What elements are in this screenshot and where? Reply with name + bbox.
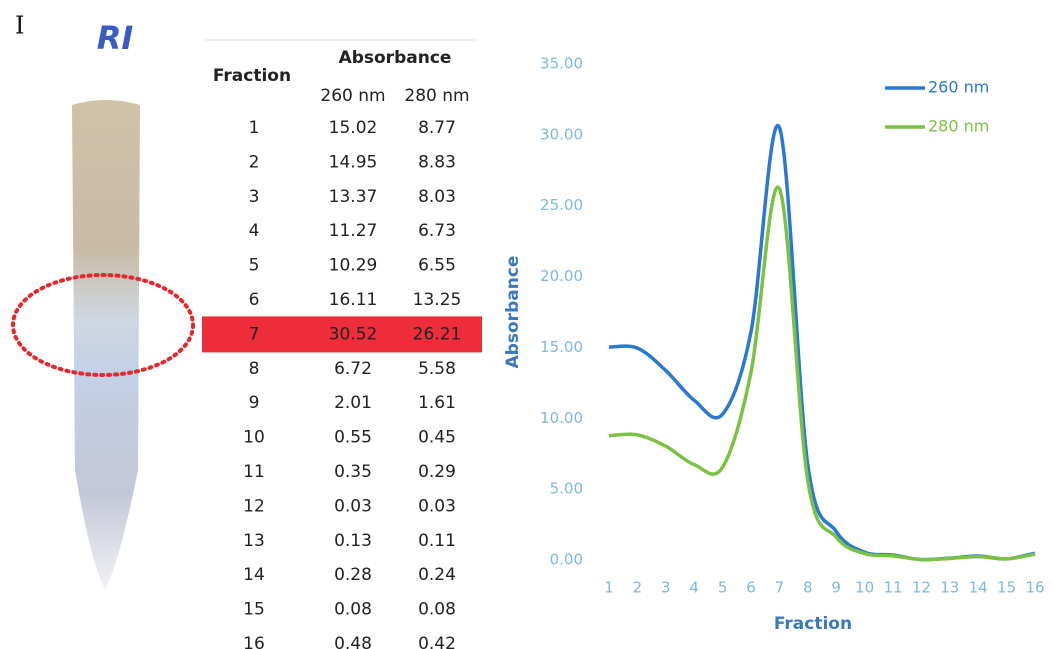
cell: 0.29 xyxy=(418,462,456,482)
cell: 1 xyxy=(249,118,260,138)
cell: 9 xyxy=(249,393,260,413)
x-tick-label: 1 xyxy=(604,579,614,597)
x-tick-label: 6 xyxy=(746,579,756,597)
cell: 8 xyxy=(249,359,260,379)
cell: 13.37 xyxy=(329,187,378,207)
x-tick-label: 5 xyxy=(718,579,728,597)
x-tick-label: 9 xyxy=(831,579,841,597)
header: Absorbance xyxy=(339,48,452,68)
cell: 15 xyxy=(243,600,265,620)
cell: 5 xyxy=(249,256,260,276)
cell: 7 xyxy=(249,324,260,344)
x-tick-label: 14 xyxy=(969,579,988,597)
cell: 13.25 xyxy=(413,290,462,310)
y-tick-label: 30.00 xyxy=(540,125,583,143)
cell: 8.83 xyxy=(418,152,456,172)
y-axis-title: Absorbance xyxy=(503,256,523,369)
figure: I RI FractionAbsorbance260 nm280 nm115.0… xyxy=(0,0,1052,649)
header: Fraction xyxy=(213,66,291,86)
x-tick-label: 10 xyxy=(855,579,874,597)
cell: 16.11 xyxy=(329,290,378,310)
cell: 1.61 xyxy=(418,393,456,413)
x-tick-label: 2 xyxy=(633,579,643,597)
x-tick-label: 15 xyxy=(997,579,1016,597)
x-tick-label: 3 xyxy=(661,579,671,597)
cell: 2.01 xyxy=(334,393,372,413)
cell: 8.77 xyxy=(418,118,456,138)
legend-label: 260 nm xyxy=(928,78,989,97)
x-tick-label: 8 xyxy=(803,579,813,597)
cell: 10.29 xyxy=(329,256,378,276)
x-tick-label: 11 xyxy=(883,579,902,597)
cell: 11.27 xyxy=(329,221,378,241)
table: Fraction Absorbance 260 nm 280 nm 1 15.02 8.77… xyxy=(202,40,482,649)
cell: 0.03 xyxy=(334,496,372,516)
cell: 0.08 xyxy=(418,600,456,620)
y-tick-label: 25.00 xyxy=(540,196,583,214)
cell: 6 xyxy=(249,290,260,310)
y-tick-label: 35.00 xyxy=(540,55,583,73)
cell: 0.45 xyxy=(418,428,456,448)
series-line xyxy=(609,126,1035,560)
cell: 5.58 xyxy=(418,359,456,379)
x-tick-label: 13 xyxy=(940,579,959,597)
x-tick-label: 4 xyxy=(689,579,699,597)
legend-label: 280 nm xyxy=(928,117,989,136)
cell: 14.95 xyxy=(329,152,378,172)
subheader: 280 nm xyxy=(404,86,469,106)
cell: 0.03 xyxy=(418,496,456,516)
cell: 0.08 xyxy=(334,600,372,620)
cell: 3 xyxy=(249,187,260,207)
y-tick-label: 0.00 xyxy=(550,551,583,569)
cell: 0.28 xyxy=(334,565,372,585)
cell: 0.13 xyxy=(334,531,372,551)
cell: 12 xyxy=(243,496,265,516)
cell: 0.48 xyxy=(334,634,372,649)
y-tick-label: 10.00 xyxy=(540,409,583,427)
cell: 13 xyxy=(243,531,265,551)
cell: 26.21 xyxy=(413,324,462,344)
x-axis-title: Fraction xyxy=(774,614,852,634)
cell: 2 xyxy=(249,152,260,172)
x-tick-label: 16 xyxy=(1025,579,1044,597)
subheader: 260 nm xyxy=(320,86,385,106)
cell: 6.72 xyxy=(334,359,372,379)
y-tick-label: 5.00 xyxy=(550,480,583,498)
cell: 4 xyxy=(249,221,260,241)
x-tick-label: 7 xyxy=(775,579,785,597)
tube-label: RI xyxy=(97,19,134,57)
series-line xyxy=(609,187,1035,560)
cell: 0.55 xyxy=(334,428,372,448)
x-tick-label: 12 xyxy=(912,579,931,597)
cell: 0.42 xyxy=(418,634,456,649)
y-tick-label: 15.00 xyxy=(540,338,583,356)
cell: 0.11 xyxy=(418,531,456,551)
cell: 0.24 xyxy=(418,565,456,585)
y-tick-label: 20.00 xyxy=(540,267,583,285)
tube-photo xyxy=(72,100,140,590)
cell: 15.02 xyxy=(329,118,378,138)
cell: 16 xyxy=(243,634,265,649)
cell: 30.52 xyxy=(329,324,378,344)
cell: 8.03 xyxy=(418,187,456,207)
cell: 14 xyxy=(243,565,265,585)
panel-label: I xyxy=(15,12,24,40)
cell: 6.55 xyxy=(418,256,456,276)
cell: 6.73 xyxy=(418,221,456,241)
cell: 11 xyxy=(243,462,265,482)
cell: 10 xyxy=(243,428,265,448)
cell: 0.35 xyxy=(334,462,372,482)
